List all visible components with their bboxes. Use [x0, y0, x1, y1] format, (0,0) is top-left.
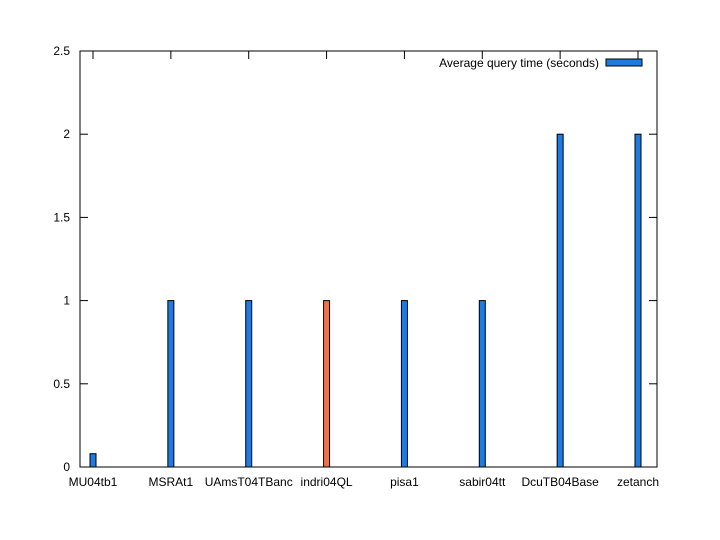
y-tick-label: 1.5: [53, 210, 70, 224]
y-tick-label: 2: [63, 127, 70, 141]
bar-sabir04tt: [478, 300, 486, 468]
x-tick-label: DcuTB04Base: [521, 475, 599, 489]
x-tick-label: UAmsT04TBanc: [205, 475, 293, 489]
bar-indri04QL: [323, 300, 331, 468]
x-tick-label: sabir04tt: [459, 475, 506, 489]
y-tick-label: 2.5: [53, 44, 70, 58]
legend-label: Average query time (seconds): [439, 56, 599, 70]
plot-area: [79, 50, 658, 468]
x-tick-label: indri04QL: [301, 475, 353, 489]
legend: Average query time (seconds): [439, 56, 643, 70]
bar-pisa1: [400, 300, 408, 468]
y-axis: 0 0.5 1 1.5 2 2.5: [53, 44, 657, 474]
bar-DcuTB04Base: [556, 133, 564, 468]
x-axis: MU04tb1 MSRAt1 UAmsT04TBanc indri04QL pisa1 s…: [69, 51, 659, 489]
legend-swatch: [605, 58, 643, 67]
bar-zetanch: [634, 133, 642, 468]
y-tick-label: 0: [63, 460, 70, 474]
y-tick-label: 1: [63, 294, 70, 308]
bar-MU04tb1: [89, 453, 97, 468]
x-tick-label: MU04tb1: [69, 475, 118, 489]
plot-border: [79, 50, 658, 468]
x-tick-label: zetanch: [617, 475, 659, 489]
bars-group: [89, 133, 642, 468]
x-tick-label: MSRAt1: [149, 475, 194, 489]
x-tick-label: pisa1: [390, 475, 419, 489]
bar-UAmsT04TBanc: [245, 300, 253, 468]
y-tick-label: 0.5: [53, 377, 70, 391]
bar-MSRAt1: [167, 300, 175, 468]
